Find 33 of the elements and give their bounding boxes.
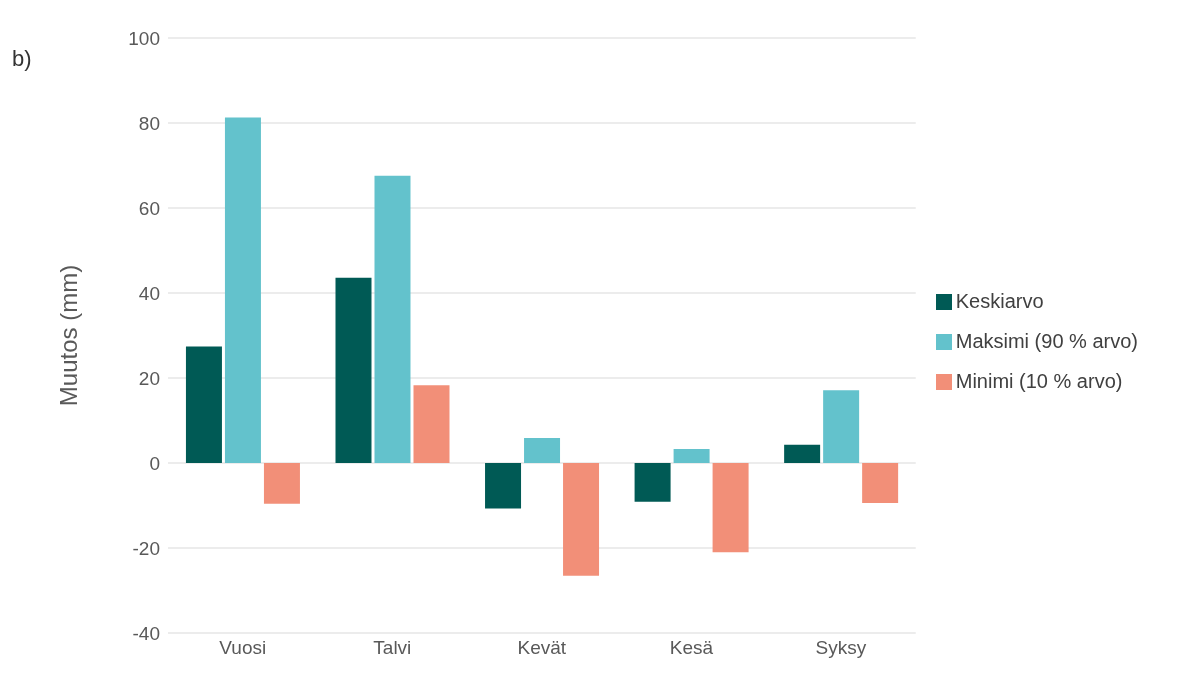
bar xyxy=(634,463,671,502)
bar xyxy=(784,444,821,463)
y-tick-label: 80 xyxy=(138,112,160,134)
x-tick-label: Syksy xyxy=(815,637,867,659)
y-tick-label: -40 xyxy=(132,622,160,644)
bar xyxy=(263,463,300,504)
bar xyxy=(563,463,600,576)
y-tick-label: 100 xyxy=(128,27,160,49)
bar xyxy=(673,448,710,463)
bar xyxy=(712,463,749,553)
bar xyxy=(524,437,561,463)
bar xyxy=(862,463,899,503)
x-tick-label: Talvi xyxy=(373,637,412,659)
y-tick-label: 0 xyxy=(149,452,160,474)
y-tick-label: 60 xyxy=(138,197,160,219)
bar xyxy=(823,390,860,463)
bar xyxy=(374,175,411,463)
x-tick-label: Kesä xyxy=(669,637,714,659)
y-axis-title: Muutos (mm) xyxy=(54,264,82,407)
bar xyxy=(485,463,522,509)
bar xyxy=(413,385,450,463)
legend-label: Keskiarvo xyxy=(955,289,1044,312)
legend-label: Minimi (10 % arvo) xyxy=(955,369,1123,392)
text: b) xyxy=(12,46,32,72)
bar xyxy=(185,346,222,463)
bar xyxy=(335,277,372,463)
legend-label: Maksimi (90 % arvo) xyxy=(955,329,1138,352)
bar xyxy=(224,117,261,463)
y-tick-label: 40 xyxy=(138,282,160,304)
y-tick-label: -20 xyxy=(132,537,160,559)
x-tick-label: Vuosi xyxy=(219,637,267,659)
y-tick-label: 20 xyxy=(138,367,160,389)
x-tick-label: Kevät xyxy=(517,637,567,659)
